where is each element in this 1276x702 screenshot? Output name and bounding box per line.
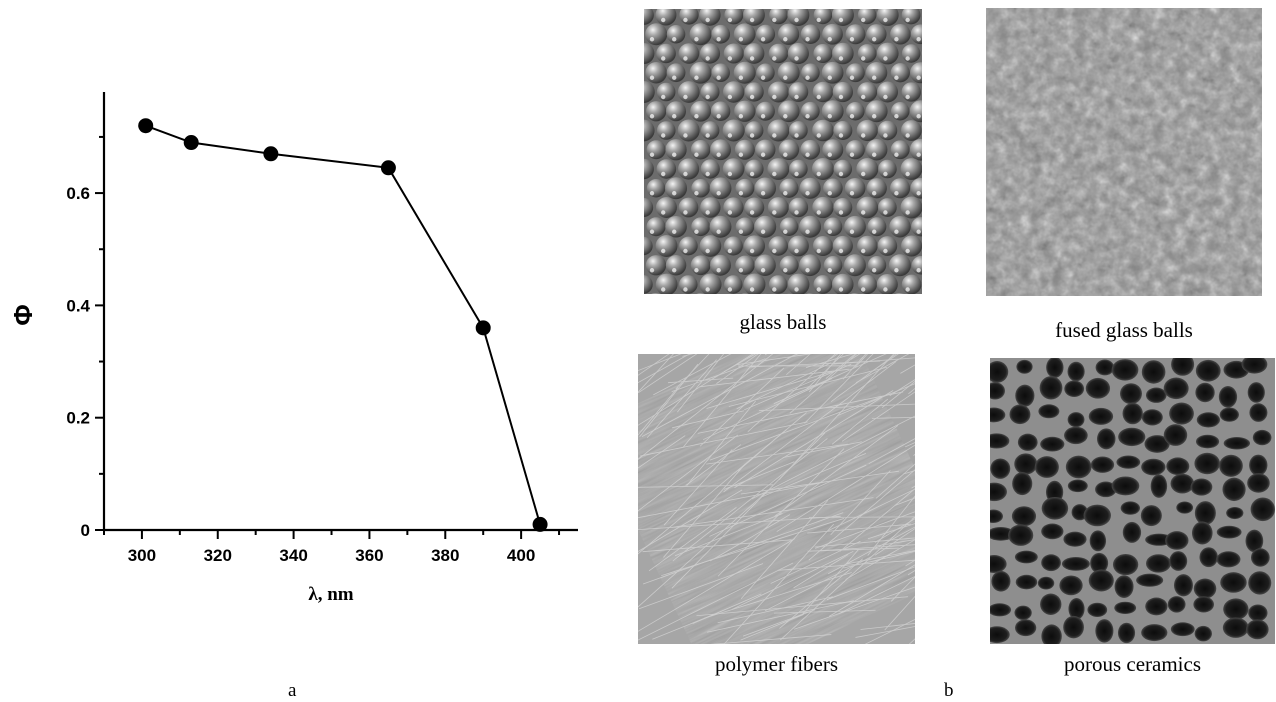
x-tick-label: 360 bbox=[355, 546, 383, 565]
caption-fused-glass-balls: fused glass balls bbox=[1055, 318, 1193, 342]
caption-polymer-fibers: polymer fibers bbox=[714, 652, 839, 676]
x-tick-label: 340 bbox=[279, 546, 307, 565]
data-point bbox=[475, 320, 491, 336]
fused-glass-balls-photo bbox=[986, 8, 1262, 296]
x-axis-label: λ, nm bbox=[308, 584, 353, 605]
data-point bbox=[183, 135, 199, 151]
caption-glass-balls: glass balls bbox=[739, 310, 827, 334]
y-tick-label: 0.4 bbox=[66, 296, 90, 315]
data-point bbox=[263, 146, 279, 162]
data-point bbox=[532, 516, 548, 532]
caption-porous-ceramics: porous ceramics bbox=[1063, 652, 1202, 676]
glass-balls-photo bbox=[644, 9, 922, 294]
x-tick-label: 380 bbox=[431, 546, 459, 565]
data-point bbox=[380, 160, 396, 176]
chart-ticks: 300 320 340 360 380 400 0 0.2 0.4 0.6 bbox=[66, 135, 561, 565]
polymer-fibers-photo bbox=[638, 354, 915, 644]
x-tick-label: 300 bbox=[128, 546, 156, 565]
data-point bbox=[138, 118, 154, 134]
porous-ceramics-photo bbox=[990, 358, 1275, 644]
y-tick-label: 0 bbox=[81, 521, 90, 540]
series-line bbox=[145, 124, 542, 525]
x-tick-label: 320 bbox=[204, 546, 232, 565]
panel-label-b: b bbox=[944, 680, 954, 701]
x-tick-label: 400 bbox=[507, 546, 535, 565]
y-tick-label: 0.6 bbox=[66, 184, 90, 203]
data-points bbox=[138, 118, 548, 532]
y-axis-label: Φ bbox=[8, 304, 38, 325]
chart-axes bbox=[102, 92, 578, 532]
quantum-yield-chart: 300 320 340 360 380 400 0 0.2 0.4 0.6 λ, nm Φ bbox=[8, 92, 578, 605]
panel-label-a: a bbox=[288, 680, 297, 701]
y-tick-label: 0.2 bbox=[66, 409, 90, 428]
